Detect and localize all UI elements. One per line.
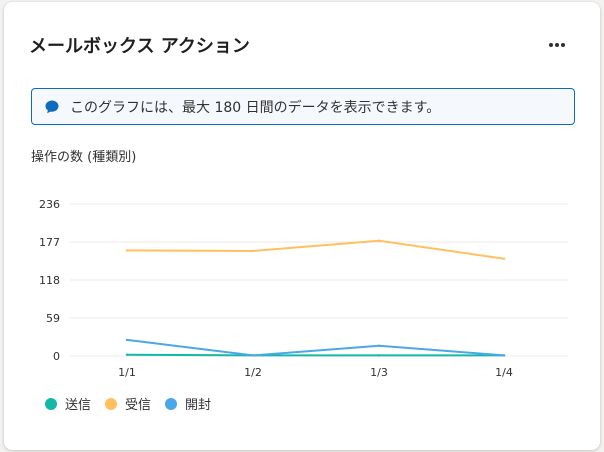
y-tick-label: 177 — [39, 236, 60, 249]
more-options-icon — [549, 43, 565, 47]
data-point[interactable] — [251, 354, 255, 357]
more-options-button[interactable] — [544, 35, 570, 55]
legend-swatch — [165, 397, 178, 410]
legend-swatch — [105, 397, 118, 410]
series-line-0 — [126, 353, 505, 357]
y-tick-label: 236 — [39, 198, 60, 211]
info-message-text: このグラフには、最大 180 日間のデータを表示できます。 — [70, 99, 441, 116]
data-point[interactable] — [377, 354, 381, 357]
data-point[interactable] — [125, 338, 129, 342]
series-line-1 — [126, 239, 505, 260]
card-title: メールボックス アクション — [29, 36, 250, 57]
chart-legend: 送信 受信 開封 — [45, 394, 225, 413]
x-tick-label: 1/4 — [495, 366, 513, 379]
chat-bubble-icon — [44, 99, 60, 115]
y-tick-label: 118 — [39, 274, 60, 287]
x-tick-label: 1/1 — [118, 366, 136, 379]
legend-item[interactable]: 受信 — [105, 394, 151, 413]
data-point[interactable] — [377, 344, 381, 347]
line-chart: 0 59 118 177 236 1/1 1/2 1/3 1/4 — [39, 198, 568, 379]
data-point[interactable] — [125, 249, 129, 252]
data-point[interactable] — [125, 353, 129, 356]
x-tick-label: 1/2 — [244, 366, 262, 379]
series-line-2 — [126, 338, 505, 357]
data-point[interactable] — [502, 354, 506, 357]
legend-label: 受信 — [125, 398, 152, 413]
y-tick-label: 0 — [53, 350, 60, 363]
legend-swatch — [45, 397, 57, 410]
data-point[interactable] — [251, 249, 255, 253]
legend-item[interactable]: 開封 — [165, 394, 211, 413]
legend-item[interactable]: 送信 — [45, 394, 91, 413]
y-tick-label: 59 — [46, 312, 60, 325]
legend-label: 開封 — [185, 398, 212, 413]
chart-subtitle: 操作の数 (種類別) — [31, 150, 137, 165]
info-message-bar: このグラフには、最大 180 日間のデータを表示できます。 — [31, 88, 575, 125]
x-tick-label: 1/3 — [370, 366, 388, 379]
data-point[interactable] — [377, 239, 381, 242]
mailbox-actions-card: メールボックス アクション このグラフには、最大 180 日間のデータを表示でき… — [4, 2, 600, 450]
legend-label: 送信 — [65, 398, 92, 413]
data-point[interactable] — [502, 257, 506, 260]
